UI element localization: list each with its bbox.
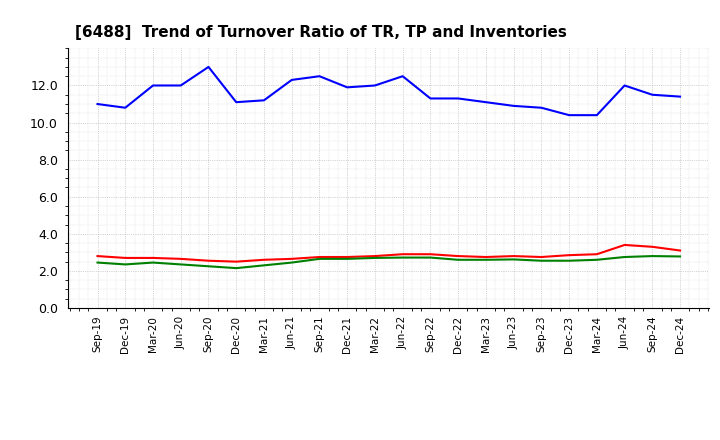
Trade Payables bbox=[620, 83, 629, 88]
Trade Receivables bbox=[426, 252, 435, 257]
Trade Payables bbox=[509, 103, 518, 109]
Trade Receivables bbox=[371, 253, 379, 259]
Line: Inventories: Inventories bbox=[97, 256, 680, 268]
Trade Receivables bbox=[204, 258, 213, 264]
Trade Receivables bbox=[509, 253, 518, 259]
Trade Payables bbox=[315, 73, 324, 79]
Trade Receivables bbox=[398, 252, 407, 257]
Inventories bbox=[260, 263, 269, 268]
Trade Receivables bbox=[93, 253, 102, 259]
Trade Payables bbox=[121, 105, 130, 110]
Trade Receivables bbox=[482, 254, 490, 260]
Inventories bbox=[371, 255, 379, 260]
Trade Payables bbox=[426, 96, 435, 101]
Trade Receivables bbox=[149, 255, 158, 260]
Line: Trade Payables: Trade Payables bbox=[97, 67, 680, 115]
Inventories bbox=[426, 255, 435, 260]
Inventories bbox=[509, 257, 518, 262]
Inventories bbox=[593, 257, 601, 262]
Trade Payables bbox=[149, 83, 158, 88]
Trade Payables bbox=[648, 92, 657, 97]
Inventories bbox=[648, 253, 657, 259]
Trade Receivables bbox=[454, 253, 462, 259]
Trade Receivables bbox=[343, 254, 351, 260]
Inventories bbox=[537, 258, 546, 264]
Inventories bbox=[343, 256, 351, 261]
Trade Receivables bbox=[620, 242, 629, 248]
Trade Payables bbox=[287, 77, 296, 83]
Trade Receivables bbox=[121, 255, 130, 260]
Inventories bbox=[676, 254, 685, 259]
Trade Receivables bbox=[648, 244, 657, 249]
Inventories bbox=[121, 262, 130, 267]
Trade Payables bbox=[204, 64, 213, 70]
Inventories bbox=[398, 255, 407, 260]
Inventories bbox=[287, 260, 296, 265]
Trade Payables bbox=[593, 113, 601, 118]
Inventories bbox=[176, 262, 185, 267]
Trade Payables bbox=[371, 83, 379, 88]
Inventories bbox=[204, 264, 213, 269]
Trade Payables bbox=[482, 99, 490, 105]
Trade Receivables bbox=[232, 259, 240, 264]
Inventories bbox=[232, 265, 240, 271]
Text: [6488]  Trend of Turnover Ratio of TR, TP and Inventories: [6488] Trend of Turnover Ratio of TR, TP… bbox=[75, 25, 567, 40]
Trade Receivables bbox=[564, 253, 573, 258]
Trade Receivables bbox=[287, 256, 296, 261]
Trade Payables bbox=[260, 98, 269, 103]
Trade Payables bbox=[343, 84, 351, 90]
Trade Payables bbox=[564, 113, 573, 118]
Inventories bbox=[564, 258, 573, 264]
Trade Receivables bbox=[537, 254, 546, 260]
Inventories bbox=[93, 260, 102, 265]
Line: Trade Receivables: Trade Receivables bbox=[97, 245, 680, 262]
Trade Payables bbox=[232, 99, 240, 105]
Trade Payables bbox=[537, 105, 546, 110]
Trade Receivables bbox=[260, 257, 269, 262]
Inventories bbox=[149, 260, 158, 265]
Trade Receivables bbox=[676, 248, 685, 253]
Trade Receivables bbox=[176, 256, 185, 261]
Trade Payables bbox=[398, 73, 407, 79]
Inventories bbox=[482, 257, 490, 262]
Trade Payables bbox=[676, 94, 685, 99]
Trade Payables bbox=[454, 96, 462, 101]
Inventories bbox=[454, 257, 462, 262]
Inventories bbox=[620, 254, 629, 260]
Trade Payables bbox=[176, 83, 185, 88]
Trade Payables bbox=[93, 101, 102, 106]
Inventories bbox=[315, 256, 324, 261]
Trade Receivables bbox=[593, 252, 601, 257]
Trade Receivables bbox=[315, 254, 324, 260]
